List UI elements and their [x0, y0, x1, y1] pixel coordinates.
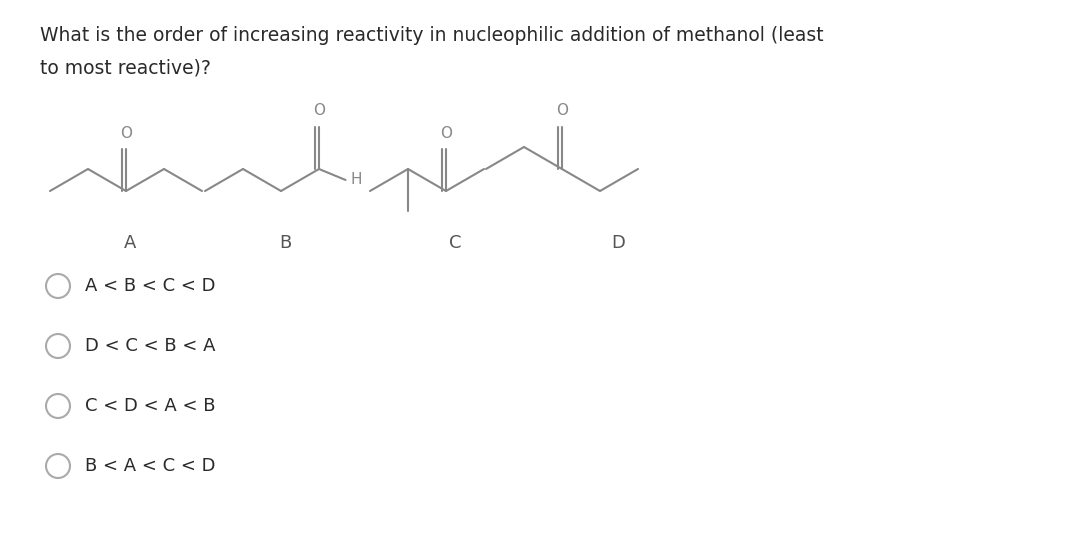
Text: C: C — [449, 234, 461, 252]
Text: D: D — [611, 234, 625, 252]
Text: B < A < C < D: B < A < C < D — [85, 457, 216, 475]
Text: O: O — [313, 104, 325, 118]
Text: A: A — [124, 234, 136, 252]
Text: A < B < C < D: A < B < C < D — [85, 277, 216, 295]
Text: What is the order of increasing reactivity in nucleophilic addition of methanol : What is the order of increasing reactivi… — [40, 26, 824, 45]
Text: B: B — [279, 234, 292, 252]
Text: O: O — [556, 104, 568, 118]
Text: D < C < B < A: D < C < B < A — [85, 337, 216, 355]
Text: O: O — [440, 126, 453, 140]
Text: to most reactive)?: to most reactive)? — [40, 58, 211, 77]
Text: O: O — [120, 126, 132, 140]
Text: H: H — [351, 173, 362, 187]
Text: C < D < A < B: C < D < A < B — [85, 397, 216, 415]
